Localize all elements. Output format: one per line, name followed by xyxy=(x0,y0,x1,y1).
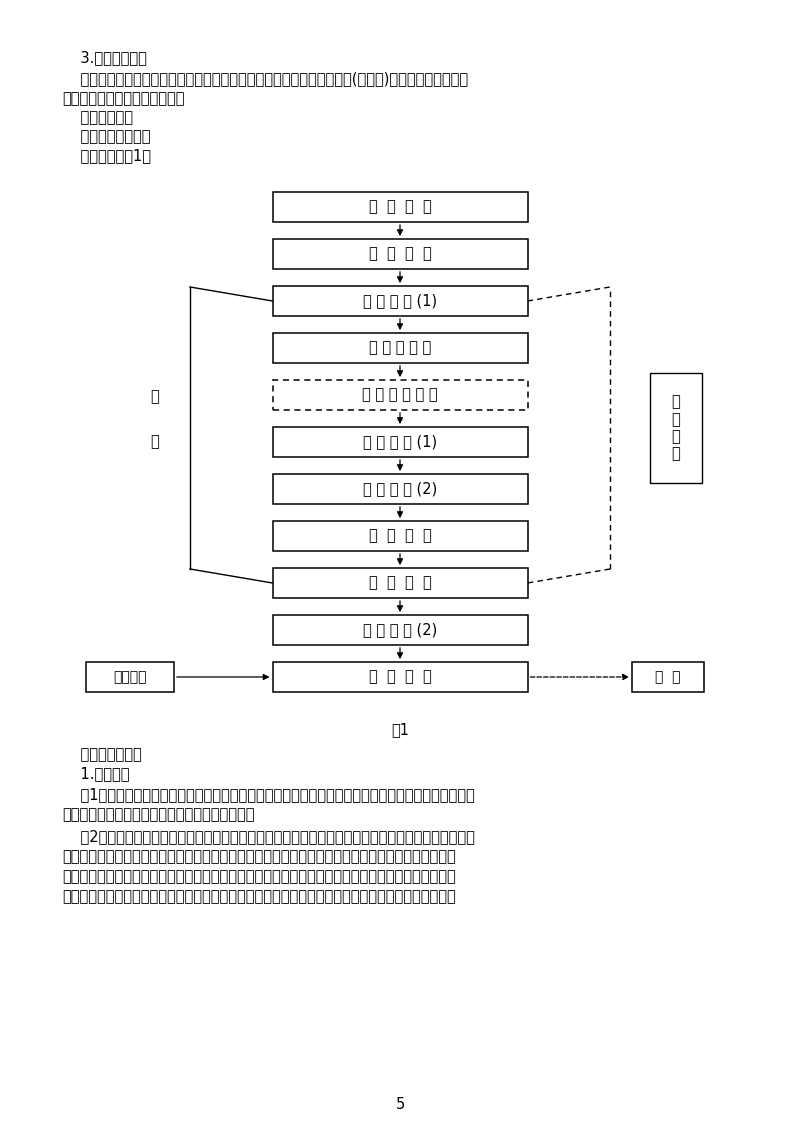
Text: 试: 试 xyxy=(150,389,159,404)
Bar xyxy=(273,286,527,316)
Bar xyxy=(273,192,527,222)
Bar xyxy=(273,568,527,598)
Bar xyxy=(632,662,704,692)
Text: 六、施工工艺: 六、施工工艺 xyxy=(62,110,133,125)
Text: 汇编资料: 汇编资料 xyxy=(114,670,146,684)
Text: 夯 后 检 验 (1): 夯 后 检 验 (1) xyxy=(363,435,437,449)
Text: 工  程  验  收: 工 程 验 收 xyxy=(369,669,431,685)
Text: 时可补勘核查夯前地质层次和各项物理力学指标。: 时可补勘核查夯前地质层次和各项物理力学指标。 xyxy=(62,807,254,822)
Bar xyxy=(273,333,527,363)
Text: （1）强夯区域或单位工程强夯范围内应有工程地质勘察点，包括地质柱状图及其物理力学指标，必要: （1）强夯区域或单位工程强夯范围内应有工程地质勘察点，包括地质柱状图及其物理力学… xyxy=(62,787,474,801)
Bar xyxy=(273,427,527,457)
Text: 放  样  定  位: 放 样 定 位 xyxy=(369,529,431,543)
Text: 5: 5 xyxy=(395,1097,405,1112)
Bar xyxy=(86,662,174,692)
Text: 施  工  准  备: 施 工 准 备 xyxy=(369,199,431,214)
Text: 3.其它辅助设备: 3.其它辅助设备 xyxy=(62,50,147,65)
Bar xyxy=(273,239,527,269)
Text: 施
工
监
测: 施 工 监 测 xyxy=(672,394,680,462)
Text: 最佳夯击能量有两种方法：一是埋设电阻式水压计测定夯坑下不同深度土层的孔隙水压力，当能量使加: 最佳夯击能量有两种方法：一是埋设电阻式水压计测定夯坑下不同深度土层的孔隙水压力，… xyxy=(62,849,456,864)
Bar xyxy=(273,615,527,645)
Text: （二）施工准备: （二）施工准备 xyxy=(62,747,142,762)
Text: 确 定 施 工 参 数: 确 定 施 工 参 数 xyxy=(362,387,438,403)
Text: 静力触探仪和静载试验设备等。: 静力触探仪和静载试验设备等。 xyxy=(62,91,185,106)
Text: 图1: 图1 xyxy=(391,722,409,737)
Text: 施 工 方 案 (2): 施 工 方 案 (2) xyxy=(363,481,437,497)
Text: （2）单点试夯，确定单点最佳夯击能量，能量影响有效范围和深度，孔隙水压力消散时间。确定单点: （2）单点试夯，确定单点最佳夯击能量，能量影响有效范围和深度，孔隙水压力消散时间… xyxy=(62,829,475,844)
Text: 试 验 性 施 工: 试 验 性 施 工 xyxy=(369,341,431,355)
Text: 正  式  施  工: 正 式 施 工 xyxy=(369,575,431,591)
Text: 夯  前  勘  察: 夯 前 勘 察 xyxy=(369,247,431,261)
Bar xyxy=(273,662,527,692)
Text: 固深度内孔隙水压力等于上层土密度与其厚度之积时，认为是最佳夯击能量；二是测定夯坑下沉体积与: 固深度内孔隙水压力等于上层土密度与其厚度之积时，认为是最佳夯击能量；二是测定夯坑… xyxy=(62,869,456,884)
Text: 补  夯: 补 夯 xyxy=(655,670,681,684)
Bar xyxy=(650,374,702,483)
Bar xyxy=(273,521,527,551)
Bar xyxy=(273,380,527,410)
Text: 夯 后 检 验 (2): 夯 后 检 验 (2) xyxy=(363,623,437,637)
Text: 夯: 夯 xyxy=(150,435,159,449)
Text: 工艺流程见图1。: 工艺流程见图1。 xyxy=(62,148,151,163)
Text: （一）工艺流程图: （一）工艺流程图 xyxy=(62,129,150,144)
Text: 1.夯前勘察: 1.夯前勘察 xyxy=(62,766,130,781)
Bar xyxy=(273,474,527,504)
Text: 自卸汽车、装载机、推土机、经纬仪、水平仪、核子密度仪、工程钻机(取样用)、轻型动力触探仪、: 自卸汽车、装载机、推土机、经纬仪、水平仪、核子密度仪、工程钻机(取样用)、轻型动… xyxy=(62,71,468,86)
Text: 施 工 方 案 (1): 施 工 方 案 (1) xyxy=(363,293,437,309)
Text: 坑侧土隆起体积之差，当能量使夯坑土下沉体积接近坑侧土隆起体积时，认为是最佳夯击能量，测出此: 坑侧土隆起体积之差，当能量使夯坑土下沉体积接近坑侧土隆起体积时，认为是最佳夯击能… xyxy=(62,889,456,904)
